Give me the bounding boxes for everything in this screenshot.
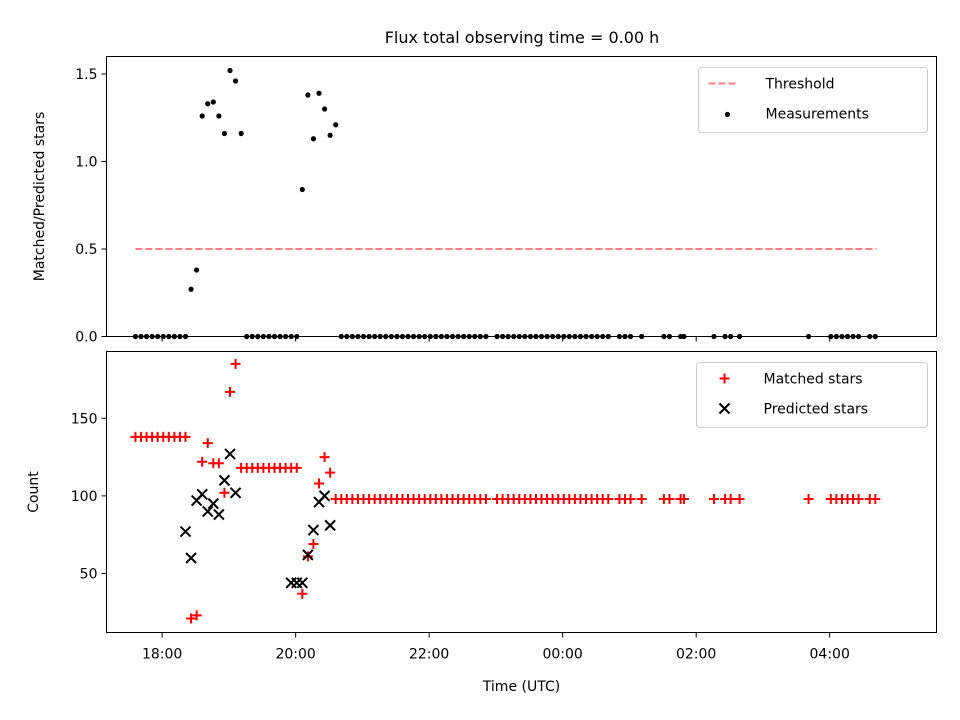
- matched-point: [230, 358, 241, 369]
- legend-frame: [698, 67, 928, 133]
- measurement-point: [227, 67, 233, 74]
- measurement-point: [310, 136, 317, 142]
- matched-point: [803, 493, 814, 504]
- matched-point: [725, 493, 736, 504]
- series-measurements: [132, 67, 878, 340]
- matched-point: [636, 493, 647, 504]
- x-tick-label: 00:00: [542, 647, 582, 663]
- bottom-x-axis-label: Time (UTC): [482, 679, 560, 695]
- matched-point: [480, 493, 491, 504]
- matched-point: [191, 610, 202, 621]
- top-axes: 0.0 0.5 1.0 1.5: [75, 67, 831, 346]
- matched-point: [734, 493, 745, 504]
- measurement-point: [210, 99, 216, 105]
- matched-point: [314, 478, 325, 489]
- matched-point: [297, 588, 308, 599]
- legend-label: Matched stars: [764, 372, 863, 388]
- top-panel: 0.0 0.5 1.0 1.5 Matched/Predicted stars Thr…: [32, 56, 937, 346]
- matched-point: [202, 438, 213, 449]
- matched-point: [664, 493, 675, 504]
- predicted-point: [302, 549, 314, 561]
- predicted-point: [307, 524, 320, 536]
- matched-point: [180, 431, 191, 442]
- legend-frame: [696, 362, 928, 428]
- predicted-point: [296, 577, 309, 589]
- figure-title: Flux total observing time = 0.00 h: [385, 28, 660, 47]
- predicted-point: [318, 490, 331, 502]
- predicted-point: [213, 508, 225, 521]
- measurement-point: [321, 106, 328, 112]
- y-tick-label: 100: [71, 489, 98, 505]
- x-tick-label: 02:00: [676, 647, 716, 663]
- y-tick-label: 0.0: [75, 330, 97, 346]
- y-tick-label: 150: [71, 411, 98, 427]
- predicted-point: [218, 474, 231, 487]
- predicted-point: [185, 552, 197, 564]
- predicted-point: [207, 497, 220, 510]
- top-marks: [132, 67, 878, 340]
- measurement-point: [327, 132, 333, 138]
- predicted-point: [202, 505, 214, 518]
- matched-point: [186, 613, 197, 624]
- top-plot-frame: [106, 56, 937, 337]
- x-tick-label: 22:00: [409, 647, 449, 663]
- matched-point: [213, 458, 224, 469]
- legend-label: Predicted stars: [764, 402, 869, 418]
- y-tick-label: 1.5: [75, 67, 97, 83]
- x-tick-label: 18:00: [142, 647, 182, 663]
- measurement-point: [299, 186, 305, 193]
- measurement-point: [194, 267, 200, 273]
- bottom-legend: Matched stars Predicted stars: [696, 362, 928, 428]
- predicted-point: [224, 448, 236, 460]
- bottom-marks: [130, 358, 881, 624]
- legend-key-plus: [719, 373, 730, 384]
- measurement-point: [333, 122, 339, 128]
- matched-point: [678, 493, 689, 504]
- legend-label: Measurements: [766, 107, 869, 123]
- measurement-point: [188, 286, 194, 292]
- series-matched-stars: [130, 358, 881, 624]
- predicted-point: [196, 488, 208, 501]
- top-y-axis-label: Matched/Predicted stars: [32, 112, 48, 282]
- measurement-point: [221, 130, 228, 137]
- measurement-point: [205, 101, 211, 107]
- matched-point: [325, 467, 336, 478]
- legend-label: Threshold: [765, 77, 835, 93]
- matched-point: [291, 462, 302, 473]
- measurement-point: [316, 90, 322, 96]
- matched-point: [870, 493, 881, 504]
- matched-point: [302, 551, 313, 562]
- matched-point: [603, 493, 614, 504]
- measurement-point: [216, 113, 222, 119]
- y-tick-label: 1.0: [75, 155, 97, 171]
- measurement-point: [238, 130, 244, 137]
- measurement-point: [199, 113, 205, 119]
- predicted-point: [229, 487, 242, 499]
- legend-key-dot: [724, 111, 731, 118]
- y-tick-label: 50: [80, 567, 98, 583]
- bottom-axes: 50 100 150 18:00 20:00 22:00 00:00 02:00 04:00: [71, 411, 850, 662]
- bottom-plot-frame: [106, 351, 937, 633]
- matched-point: [197, 456, 208, 467]
- legend-key-cross: [718, 402, 731, 415]
- matched-point: [708, 493, 719, 504]
- bottom-panel: 50 100 150 18:00 20:00 22:00 00:00 02:00 04:00 C…: [26, 351, 937, 695]
- matched-point: [319, 452, 330, 463]
- predicted-point: [179, 525, 192, 538]
- matched-point: [224, 386, 235, 397]
- predicted-point: [324, 519, 336, 532]
- x-tick-label: 20:00: [275, 647, 315, 663]
- measurement-point: [305, 92, 311, 98]
- matched-point: [219, 487, 230, 498]
- x-tick-label: 04:00: [810, 647, 850, 663]
- series-predicted-stars: [179, 448, 336, 589]
- bottom-y-axis-label: Count: [26, 471, 42, 513]
- measurement-point: [232, 78, 239, 84]
- y-tick-label: 0.5: [75, 242, 97, 258]
- matched-point: [625, 493, 636, 504]
- matched-point: [308, 539, 319, 550]
- top-legend: Threshold Measurements: [698, 67, 928, 133]
- matched-point: [853, 493, 864, 504]
